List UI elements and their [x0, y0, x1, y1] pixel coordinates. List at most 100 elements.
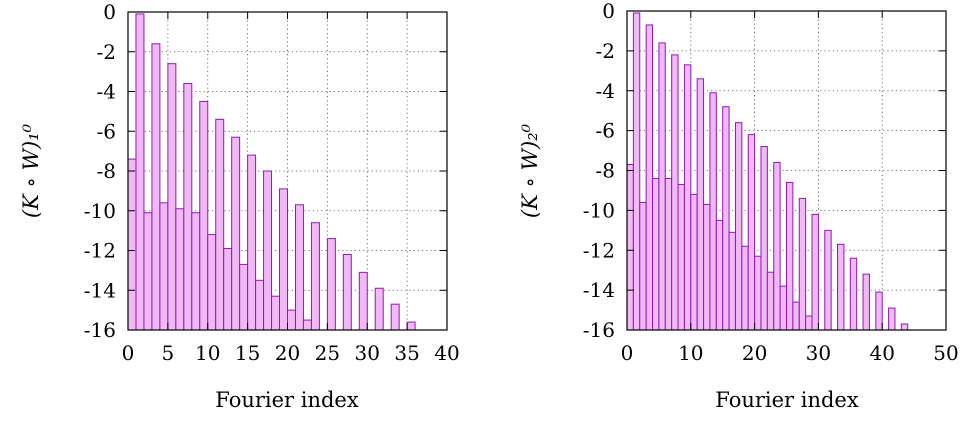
chart-2-x-tick-label: 10 [678, 341, 703, 365]
chart-2-bar [645, 24, 654, 331]
chart-1-x-tick-label: 10 [195, 341, 220, 365]
chart-2-bar [652, 177, 660, 331]
chart-1-y-tick-labels: 0 -2 -4 -6 -8 -10 -12 -14 -16 [84, 0, 116, 342]
chart-2-y-tick-label: -16 [583, 318, 615, 342]
chart-1-y-axis-label: (K ∘ W)₁⁰ [19, 123, 43, 218]
chart-2-bar [766, 271, 775, 331]
chart-1-bar [247, 154, 257, 331]
chart-2-bar [690, 193, 698, 331]
chart-2-bar [888, 307, 896, 331]
chart-2-bar [862, 273, 870, 331]
chart-1-bar [199, 100, 209, 331]
chart-2-bar [792, 301, 800, 331]
chart-2-bar [664, 177, 673, 331]
chart-2-bar [849, 257, 858, 331]
chart-1-bar [143, 212, 153, 331]
chart-1-bar [167, 63, 177, 331]
chart-1-x-tick-label: 0 [122, 341, 135, 365]
chart-1-bar [302, 319, 312, 331]
chart-1-x-tick-label: 15 [235, 341, 260, 365]
chart-1-y-tick-label: -4 [97, 80, 116, 104]
chart-1-bar [135, 13, 145, 331]
chart-2-y-tick-labels: 0 -2 -4 -6 -8 -10 -12 -14 -16 [583, 0, 615, 342]
chart-2-y-tick-label: -6 [596, 119, 615, 143]
chart-2-bar [696, 78, 705, 331]
chart-2-bar [639, 201, 647, 331]
chart-1-bar [191, 212, 201, 331]
chart-1-x-tick-label: 30 [355, 341, 380, 365]
chart-2-bar [709, 92, 717, 331]
chart-1-bar [263, 170, 273, 331]
chart-2-y-axis-label: (K ∘ W)₂⁰ [518, 123, 542, 218]
chart-1-bar [175, 208, 185, 331]
chart-1-x-tick-labels: 0 5 10 15 20 25 30 35 40 [122, 341, 460, 365]
chart-1-bar [255, 279, 265, 331]
chart-1-x-axis-label: Fourier index [215, 388, 359, 412]
chart-1-y-tick-label: -12 [84, 239, 116, 263]
chart-2-x-axis-label: Fourier index [715, 388, 859, 412]
chart-2-bar [671, 54, 679, 331]
chart-2-bar [747, 134, 756, 331]
chart-1-y-tick-label: -16 [84, 318, 116, 342]
chart-1-x-tick-label: 40 [434, 341, 459, 365]
chart-2-bar [703, 203, 711, 331]
chart-2-bar [773, 162, 781, 331]
chart-2-x-tick-labels: 0 10 20 30 40 50 [621, 341, 959, 365]
chart-1-y-tick-label: -2 [97, 40, 116, 64]
chart-1-bar [279, 188, 288, 331]
chart-2-y-tick-label: -10 [583, 198, 615, 222]
chart-2-bar [632, 12, 641, 331]
chart-1-bar [223, 248, 233, 331]
chart-2-bar [779, 285, 787, 331]
chart-1-y-tick-label: -6 [97, 119, 116, 143]
chart-2-bars [626, 12, 909, 331]
chart-2-bar [824, 229, 832, 331]
chart-2: 0 -2 -4 -6 -8 -10 -12 -14 -16 0 10 20 30 40 50 Fourie… [518, 0, 959, 412]
chart-2-bar [715, 219, 724, 331]
chart-1-bars [127, 13, 416, 331]
chart-2-bar [728, 231, 736, 331]
chart-1-bar [151, 43, 161, 331]
chart-2-y-tick-label: -4 [596, 79, 615, 103]
chart-2-y-tick-label: 0 [602, 0, 615, 23]
chart-2-tick-marks [626, 10, 947, 331]
chart-1-y-tick-label: 0 [103, 0, 116, 24]
chart-2-bar [677, 183, 685, 331]
chart-2-y-tick-label: -8 [596, 159, 615, 183]
chart-1-bar [215, 118, 225, 331]
chart-2-x-tick-label: 0 [621, 341, 634, 365]
chart-2-bar [786, 181, 794, 331]
chart-1-bar [358, 271, 368, 331]
chart-1-bar [310, 222, 320, 331]
chart-2-bar [875, 291, 883, 331]
chart-2-bar [760, 146, 768, 331]
chart-2-bar [658, 42, 666, 331]
chart-2-bar [837, 243, 845, 331]
chart-2-x-tick-label: 30 [806, 341, 831, 365]
chart-2-y-tick-label: -14 [583, 278, 615, 302]
chart-1-bar [239, 263, 249, 331]
chart-1-bar [326, 238, 336, 331]
chart-1-bar [207, 234, 217, 331]
chart-2-bar [626, 164, 634, 331]
chart-2-x-tick-label: 20 [742, 341, 767, 365]
chart-2-bar [741, 245, 749, 331]
chart-2-bar [754, 255, 762, 331]
chart-1-bar [127, 158, 137, 331]
chart-1-bar [183, 83, 193, 331]
chart-1-y-tick-label: -10 [84, 199, 116, 223]
chart-1-tick-marks [127, 11, 448, 331]
chart-1-y-tick-label: -8 [97, 159, 116, 183]
chart-1-bar [342, 253, 352, 331]
chart-2-bar [722, 106, 730, 331]
chart-1-bar [159, 202, 169, 331]
chart-1-y-tick-label: -14 [84, 278, 116, 302]
chart-1-bar [406, 321, 416, 331]
chart-1: 0 -2 -4 -6 -8 -10 -12 -14 -16 0 5 10 15 20 25 30 35 40 F… [19, 0, 460, 412]
chart-1-bar [374, 287, 384, 331]
chart-2-bar [798, 197, 807, 331]
chart-2-x-tick-label: 50 [933, 341, 958, 365]
chart-2-bar [734, 122, 743, 331]
chart-2-x-tick-label: 40 [869, 341, 894, 365]
chart-1-x-tick-label: 20 [275, 341, 300, 365]
